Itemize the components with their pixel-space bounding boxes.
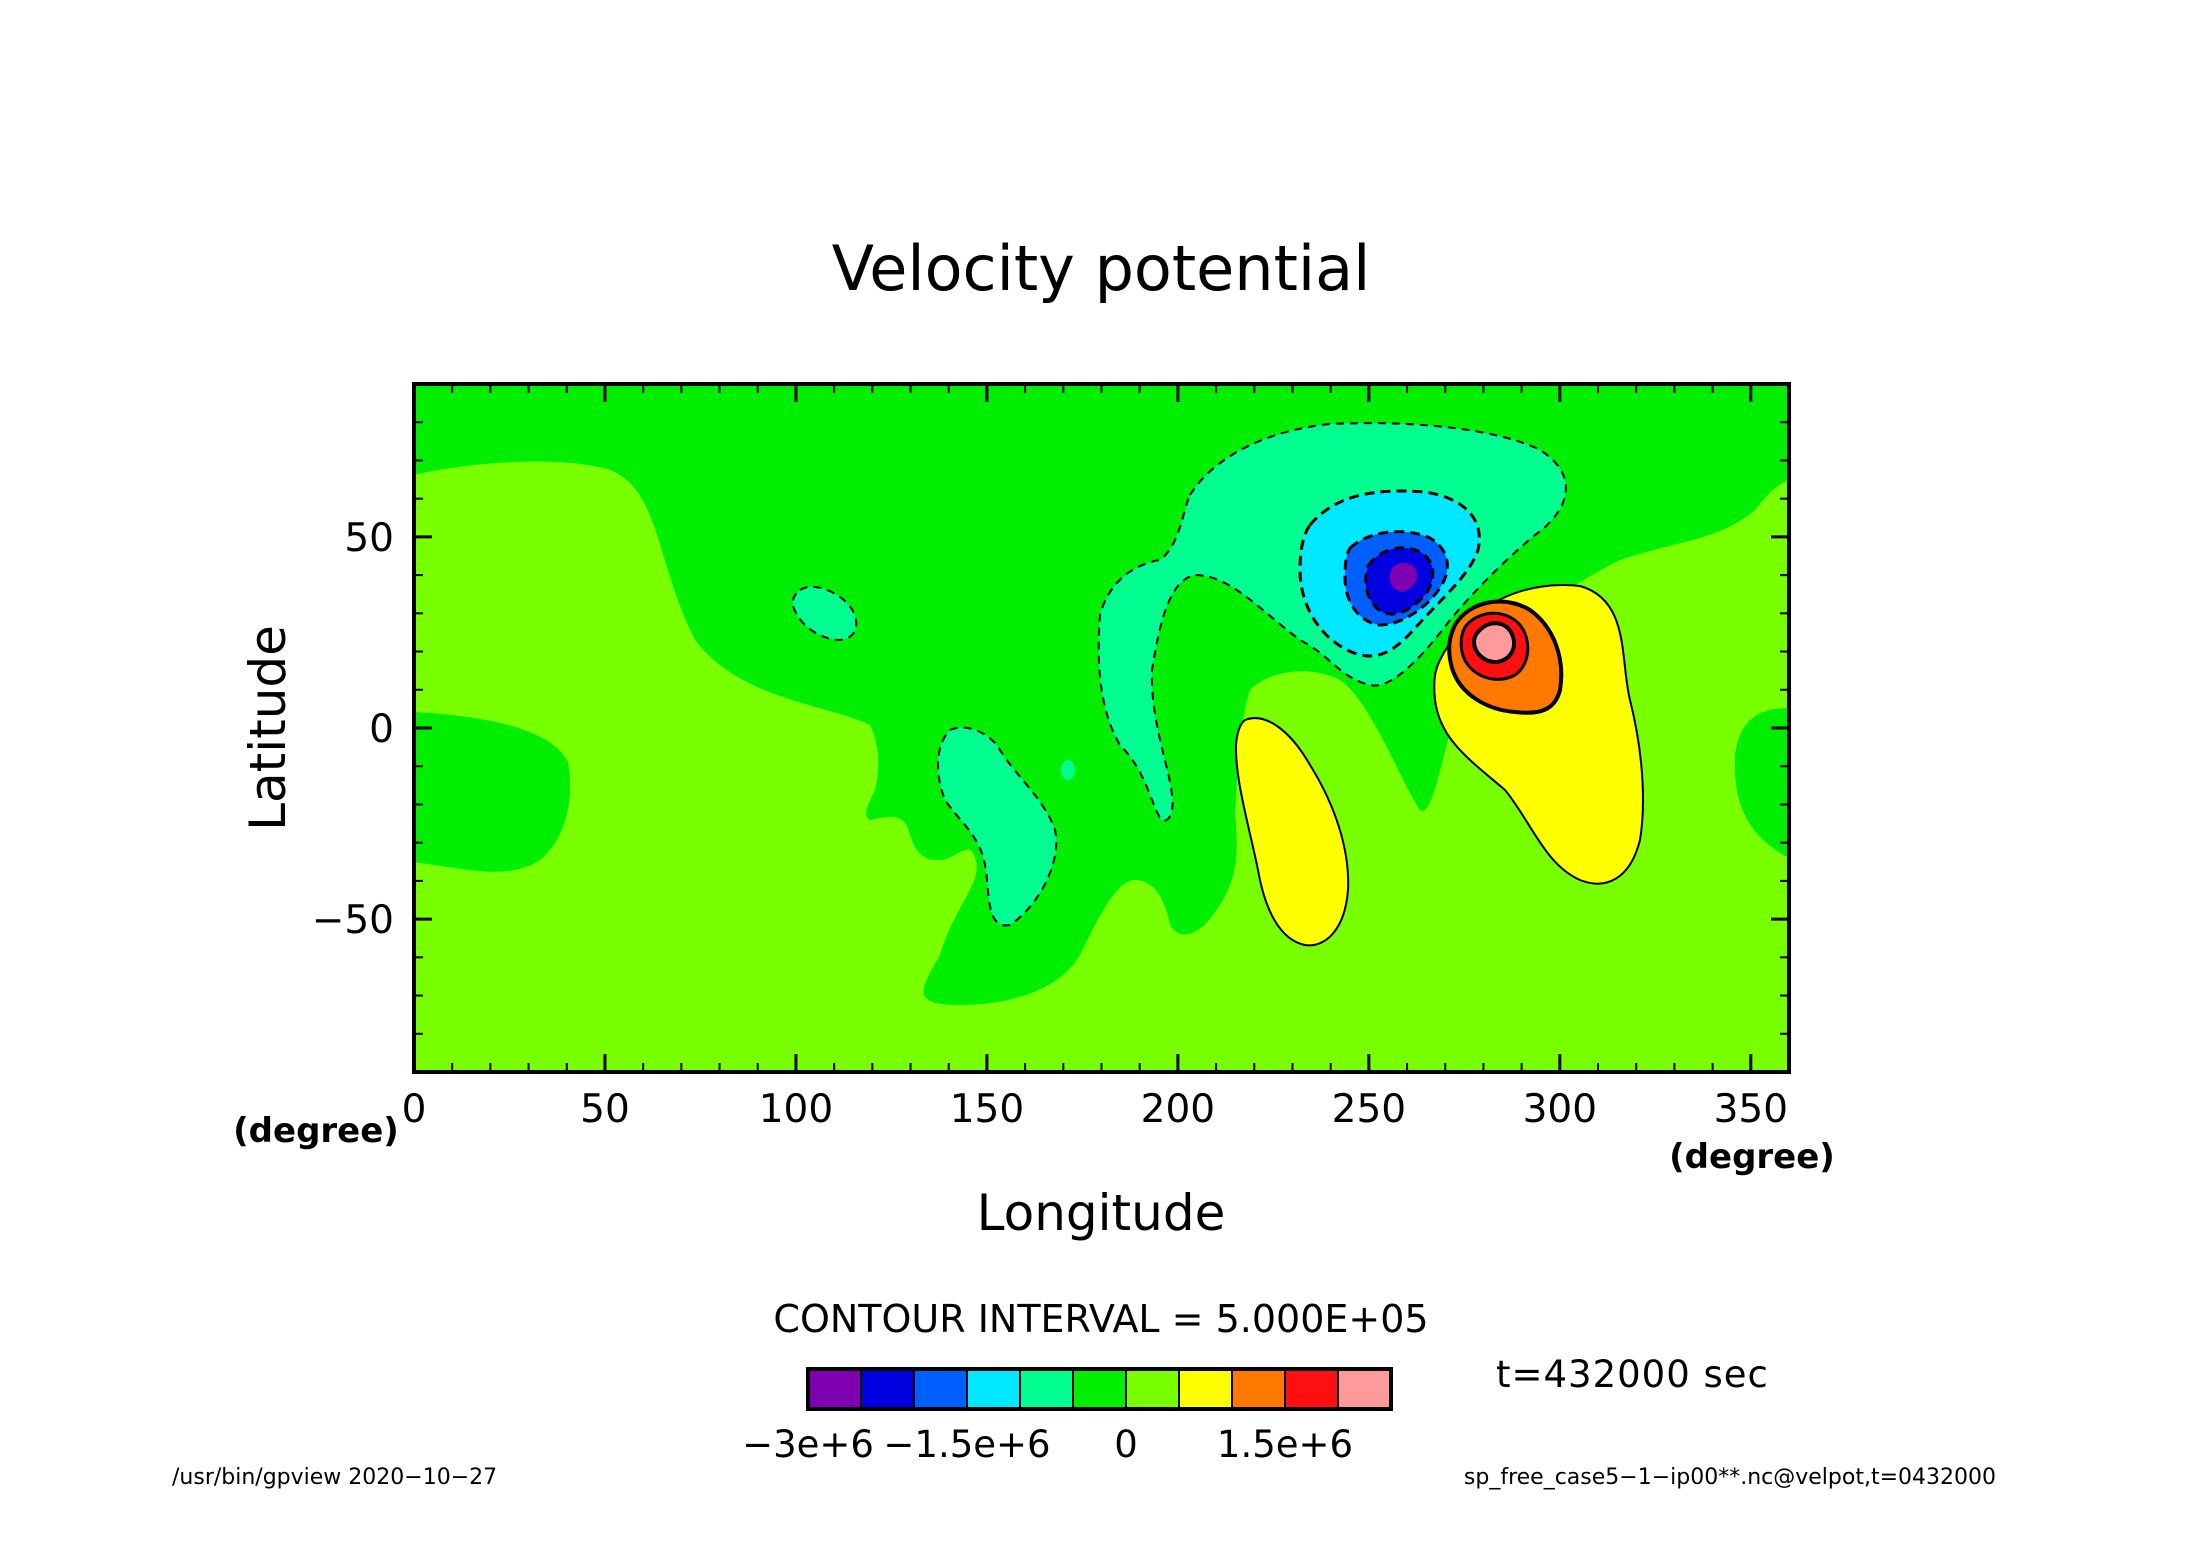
colorbar-swatch xyxy=(1231,1368,1286,1410)
y-axis-title: Latitude xyxy=(239,625,297,831)
region-aqua-dot xyxy=(1061,760,1075,780)
x-tick-label: 200 xyxy=(1141,1087,1215,1132)
region-aqua-blob-a xyxy=(791,585,858,642)
region-pink xyxy=(1471,621,1517,665)
y-unit-label: (degree) xyxy=(233,1111,399,1151)
x-tick-label: 150 xyxy=(950,1087,1024,1132)
colorbar-swatch xyxy=(1125,1368,1180,1410)
region-green-west xyxy=(414,712,571,872)
region-green-east xyxy=(1734,708,1789,858)
region-green-blob xyxy=(959,596,1027,699)
x-tick-label: 100 xyxy=(759,1087,833,1132)
colorbar-tick-label: −3e+6 xyxy=(742,1423,874,1466)
chart-title: Velocity potential xyxy=(832,232,1371,305)
x-unit-label: (degree) xyxy=(1669,1137,1835,1177)
colorbar: −3e+6 −1.5e+6 0 1.5e+6 xyxy=(742,1367,1393,1466)
colorbar-tick-label: 1.5e+6 xyxy=(1217,1423,1353,1466)
y-tick-label: −50 xyxy=(312,898,394,943)
x-axis-title: Longitude xyxy=(977,1184,1226,1242)
y-tick-label: 50 xyxy=(344,516,394,561)
colorbar-swatch xyxy=(1019,1368,1074,1410)
region-light-green-main xyxy=(414,461,1789,1072)
region-purple xyxy=(1389,562,1418,592)
contour-interval-label: CONTOUR INTERVAL = 5.000E+05 xyxy=(773,1297,1428,1341)
region-aqua-blob-b xyxy=(937,726,1058,927)
colorbar-swatch xyxy=(1337,1368,1392,1410)
x-tick-label: 50 xyxy=(580,1087,630,1132)
footer-right: sp_free_case5−1−ip00**.nc@velpot,t=04320… xyxy=(1464,1465,1996,1490)
colorbar-swatch xyxy=(913,1368,968,1410)
x-tick-label: 350 xyxy=(1714,1087,1788,1132)
time-label: t=432000 sec xyxy=(1496,1353,1769,1396)
colorbar-frame xyxy=(806,1367,1393,1411)
colorbar-swatch xyxy=(1072,1368,1127,1410)
colorbar-tick-label: −1.5e+6 xyxy=(883,1423,1050,1466)
x-tick-label: 0 xyxy=(402,1087,427,1132)
region-yellow-south xyxy=(1234,717,1350,947)
y-tick-label: 0 xyxy=(369,707,394,752)
colorbar-swatch xyxy=(860,1368,915,1410)
colorbar-swatch xyxy=(1284,1368,1339,1410)
colorbar-swatch xyxy=(1178,1368,1233,1410)
x-tick-label: 300 xyxy=(1523,1087,1597,1132)
axis-ticks: 0 50 100 150 200 250 300 350 −50 0 50 xyxy=(312,384,1789,1132)
colorbar-swatch xyxy=(807,1368,862,1410)
x-tick-label: 250 xyxy=(1332,1087,1406,1132)
colorbar-tick-label: 0 xyxy=(1114,1423,1138,1466)
colorbar-swatch xyxy=(966,1368,1021,1410)
footer-left: /usr/bin/gpview 2020−10−27 xyxy=(172,1465,497,1490)
plot-area xyxy=(414,384,1789,1072)
